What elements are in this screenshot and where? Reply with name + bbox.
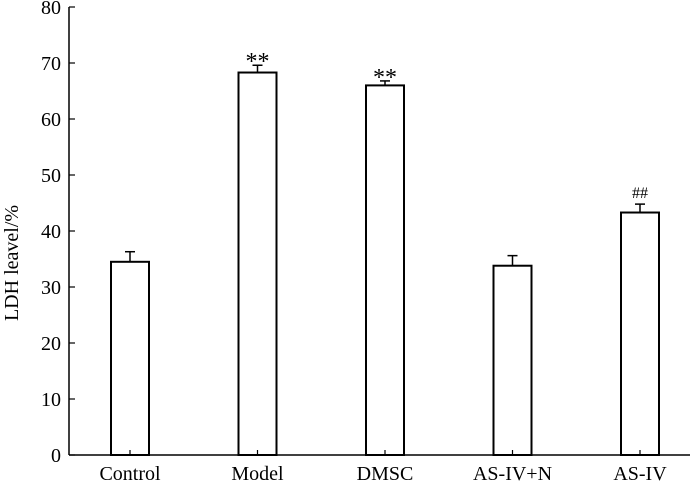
x-tick-label: Model bbox=[231, 463, 284, 483]
bar bbox=[492, 264, 533, 456]
x-tick-label: AS-IV bbox=[613, 463, 667, 483]
x-tick-label: Control bbox=[99, 463, 161, 483]
y-tick-label: 30 bbox=[41, 277, 61, 299]
y-tick-label: 50 bbox=[41, 165, 61, 187]
bar bbox=[237, 71, 278, 457]
bar bbox=[620, 211, 660, 456]
significance-annotation: ** bbox=[246, 49, 270, 75]
significance-annotation: ** bbox=[373, 65, 397, 91]
bar bbox=[110, 260, 150, 456]
y-tick-label: 10 bbox=[41, 389, 61, 411]
y-axis-label: LDH leavel/% bbox=[1, 205, 23, 321]
y-tick-label: 70 bbox=[41, 53, 61, 75]
plot-area: 0 10 20 30 40 50 60 70 80 Control Model ** DMSC ** AS-… bbox=[41, 0, 690, 483]
x-tick-label: DMSC bbox=[357, 463, 414, 483]
y-tick-label: 60 bbox=[41, 109, 61, 131]
significance-annotation: ## bbox=[632, 185, 648, 202]
y-tick-label: 20 bbox=[41, 333, 61, 355]
y-tick-label: 40 bbox=[41, 221, 61, 243]
y-tick-label: 80 bbox=[41, 0, 61, 19]
y-tick-label: 0 bbox=[51, 445, 61, 467]
bar bbox=[365, 84, 405, 457]
x-tick-label: AS-IV+N bbox=[473, 463, 552, 483]
